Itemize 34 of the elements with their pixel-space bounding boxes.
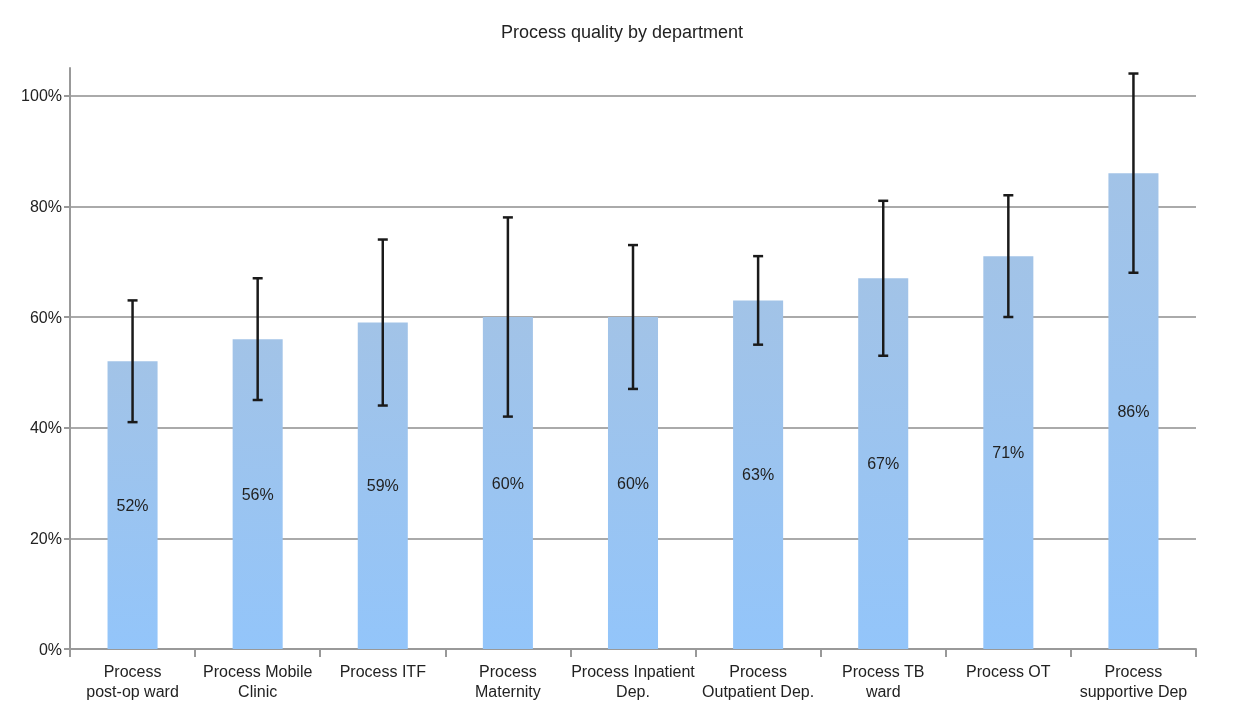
bar: [858, 278, 909, 649]
chart-title: Process quality by department: [500, 22, 744, 42]
y-tick-label: 100%: [21, 87, 62, 105]
x-tick-label: Process TB ward: [842, 662, 925, 700]
bar: [733, 300, 784, 649]
x-tick-label: Process OT: [966, 662, 1051, 680]
x-tick-label: Process Mobile Clinic: [202, 662, 313, 700]
data-label: 86%: [1117, 402, 1150, 420]
bar: [482, 317, 533, 649]
x-tick-label: Process Outpatient Dep.: [702, 662, 815, 700]
bar: [357, 322, 408, 649]
data-label: 52%: [116, 496, 149, 514]
data-label: 63%: [742, 466, 775, 484]
data-label: 59%: [366, 477, 399, 495]
bar: [107, 361, 158, 649]
data-label: 56%: [241, 485, 274, 503]
data-label: 60%: [491, 474, 524, 492]
y-tick-label: 0%: [38, 640, 62, 658]
y-tick-label: 40%: [29, 419, 62, 437]
y-tick-label: 20%: [29, 529, 62, 547]
bar: [1108, 173, 1159, 649]
x-tick-label: Process supportive Dep: [1079, 662, 1188, 700]
x-tick-label: Process post-op ward: [86, 662, 179, 700]
data-label: 67%: [867, 455, 900, 473]
x-tick-label: Process Maternity: [474, 662, 541, 700]
bar: [232, 339, 283, 649]
x-tick-label: Process ITF: [339, 662, 427, 680]
x-tick-label: Process Inpatient Dep.: [571, 662, 696, 700]
bar: [607, 317, 659, 649]
bar: [983, 256, 1034, 649]
y-tick-label: 80%: [29, 197, 62, 215]
data-label: 60%: [616, 474, 650, 492]
y-tick-label: 60%: [29, 308, 62, 326]
data-label: 71%: [992, 444, 1025, 462]
